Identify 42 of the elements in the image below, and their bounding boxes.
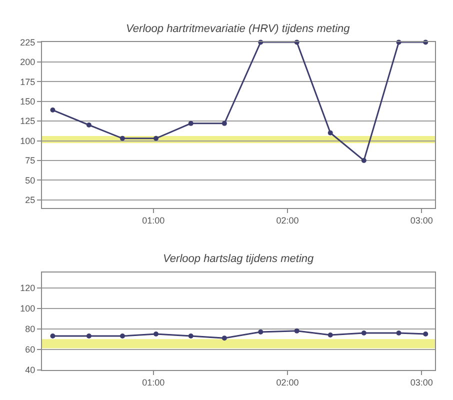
point bbox=[361, 158, 366, 163]
y-tick-label: 175 bbox=[20, 76, 36, 87]
y-tick-label: 100 bbox=[20, 136, 36, 146]
point bbox=[86, 122, 92, 128]
y-tick-label: 200 bbox=[20, 57, 36, 68]
y-tick-label: 150 bbox=[20, 96, 36, 106]
point bbox=[222, 120, 227, 126]
x-tick-label: 02:00 bbox=[276, 216, 299, 226]
x-tick-label: 03:00 bbox=[410, 378, 433, 388]
point bbox=[222, 336, 227, 341]
point bbox=[50, 334, 56, 339]
x-tick-label: 01:00 bbox=[142, 216, 165, 226]
chart-title: Verloop hartritmevariatie (HRV) tijdens meting bbox=[126, 23, 351, 35]
y-tick-label: 80 bbox=[25, 324, 36, 334]
x-tick-label: 02:00 bbox=[276, 378, 299, 388]
chart-title: Verloop hartslag tijdens meting bbox=[163, 253, 315, 265]
point bbox=[120, 334, 125, 339]
y-tick-label: 120 bbox=[20, 283, 36, 294]
point bbox=[396, 330, 402, 336]
point bbox=[188, 120, 194, 126]
y-tick-label: 100 bbox=[20, 304, 36, 314]
point bbox=[120, 136, 125, 141]
y-tick-label: 40 bbox=[25, 364, 36, 375]
point bbox=[423, 331, 428, 336]
x-tick-label: 03:00 bbox=[410, 216, 433, 226]
y-tick-label: 25 bbox=[25, 195, 36, 206]
point bbox=[50, 108, 56, 113]
point bbox=[154, 331, 159, 336]
y-tick-label: 225 bbox=[20, 37, 36, 48]
y-tick-label: 50 bbox=[25, 175, 36, 186]
y-tick-label: 125 bbox=[20, 116, 36, 126]
point bbox=[328, 332, 333, 338]
point bbox=[361, 330, 366, 336]
point bbox=[258, 329, 264, 334]
point bbox=[294, 328, 300, 334]
y-tick-label: 60 bbox=[25, 344, 36, 354]
x-tick-label: 01:00 bbox=[142, 378, 165, 388]
y-tick-label: 75 bbox=[25, 156, 36, 166]
point bbox=[86, 334, 92, 339]
point bbox=[328, 130, 333, 136]
point bbox=[188, 334, 194, 339]
point bbox=[154, 136, 159, 141]
